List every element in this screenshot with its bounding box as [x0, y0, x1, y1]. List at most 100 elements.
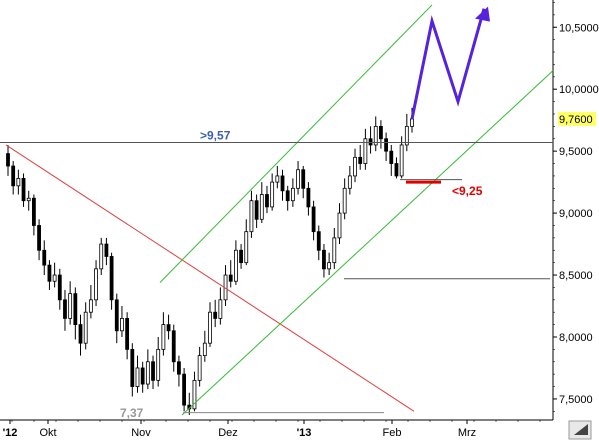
candle-body [6, 153, 10, 167]
candle [280, 169, 285, 201]
candle-body [78, 324, 83, 344]
candle [125, 312, 130, 360]
candle-body [399, 144, 404, 177]
y-axis: 7,5000 8,0000 8,5000 9,0000 9,5000 10,0000 10,… [553, 2, 599, 412]
resize-corner-glyph [574, 424, 588, 435]
candle [233, 240, 238, 285]
candle-body [42, 249, 47, 266]
y-tick-label: 7,5000 [559, 394, 593, 406]
candle-body [410, 118, 414, 127]
candle [130, 343, 135, 397]
last-value-badge [558, 111, 596, 126]
candle [342, 178, 347, 220]
candle [31, 194, 36, 236]
candle [202, 330, 207, 362]
candle-body [275, 175, 280, 183]
candle [290, 178, 295, 207]
candle-body [311, 206, 316, 233]
candle [171, 324, 176, 372]
candle [218, 287, 223, 325]
candle-body [363, 138, 368, 164]
candle [265, 185, 269, 214]
candle [88, 284, 93, 319]
candle-body [379, 125, 383, 140]
candle-body [88, 299, 93, 313]
candle-body [373, 125, 378, 146]
candle [21, 173, 26, 207]
stop-annotation: <9,25 [452, 184, 483, 198]
candle-body [63, 299, 67, 319]
candle-body [68, 293, 73, 319]
candle [177, 355, 181, 387]
candle-body [120, 318, 124, 332]
candle-body [182, 373, 187, 406]
downtrend-line [5, 144, 415, 412]
x-axis: '12 Okt Nov Dez '13 Feb Mrz [3, 420, 592, 440]
candle [26, 190, 31, 211]
candle-body [265, 194, 269, 208]
candle-body [202, 342, 207, 356]
candle [296, 161, 300, 195]
candle [192, 371, 197, 412]
candle-body [280, 175, 285, 192]
candle-body [16, 178, 21, 187]
candle [52, 262, 57, 288]
candle-body [332, 237, 337, 264]
candle [285, 185, 290, 211]
candle [244, 219, 249, 266]
candle-body [384, 138, 389, 152]
candle [63, 289, 67, 331]
x-tick-label: '13 [297, 427, 312, 439]
candle-body [394, 163, 399, 177]
candle-body [239, 249, 243, 264]
candle-body [301, 169, 306, 189]
resistance-annotation: >9,57 [200, 128, 231, 142]
candle-body [197, 355, 202, 381]
candle-body [125, 318, 130, 350]
last-value-label: 9,7600 [559, 114, 593, 126]
candle-body [290, 187, 295, 202]
candle [37, 219, 41, 261]
projection-arrowhead [475, 6, 490, 22]
candle-body [11, 165, 16, 187]
candle [68, 281, 73, 325]
candle-body [177, 361, 181, 375]
candle [57, 268, 62, 310]
x-tick-label: Nov [131, 427, 151, 439]
channel-upper-line [159, 4, 433, 283]
candle [166, 314, 171, 340]
candle [11, 161, 16, 195]
candle-body [171, 330, 176, 363]
candle-body [109, 256, 114, 301]
candle-body [47, 264, 52, 282]
candle [16, 169, 21, 195]
candle [394, 157, 399, 179]
candle-body [285, 190, 290, 202]
candle [363, 128, 368, 170]
candle [156, 336, 161, 387]
candle-body [322, 249, 326, 270]
resize-corner-icon [568, 420, 592, 440]
candle-body [31, 197, 36, 226]
plot-background [0, 0, 553, 420]
candle [389, 144, 394, 176]
x-tick-label: Feb [383, 427, 402, 439]
candle [337, 203, 342, 245]
candle [42, 240, 47, 276]
candle-body [208, 311, 212, 344]
candle-body [347, 175, 352, 189]
candle [239, 244, 243, 269]
candle-body [37, 225, 41, 251]
candle [379, 120, 383, 149]
candle-body [83, 311, 88, 344]
candle [140, 361, 145, 393]
candle [145, 349, 150, 390]
candle [358, 144, 363, 170]
candle-body [244, 231, 249, 264]
candle [83, 302, 88, 350]
candle [270, 173, 275, 211]
candle-body [233, 249, 238, 282]
candle [104, 237, 109, 266]
candle-body [228, 274, 233, 282]
